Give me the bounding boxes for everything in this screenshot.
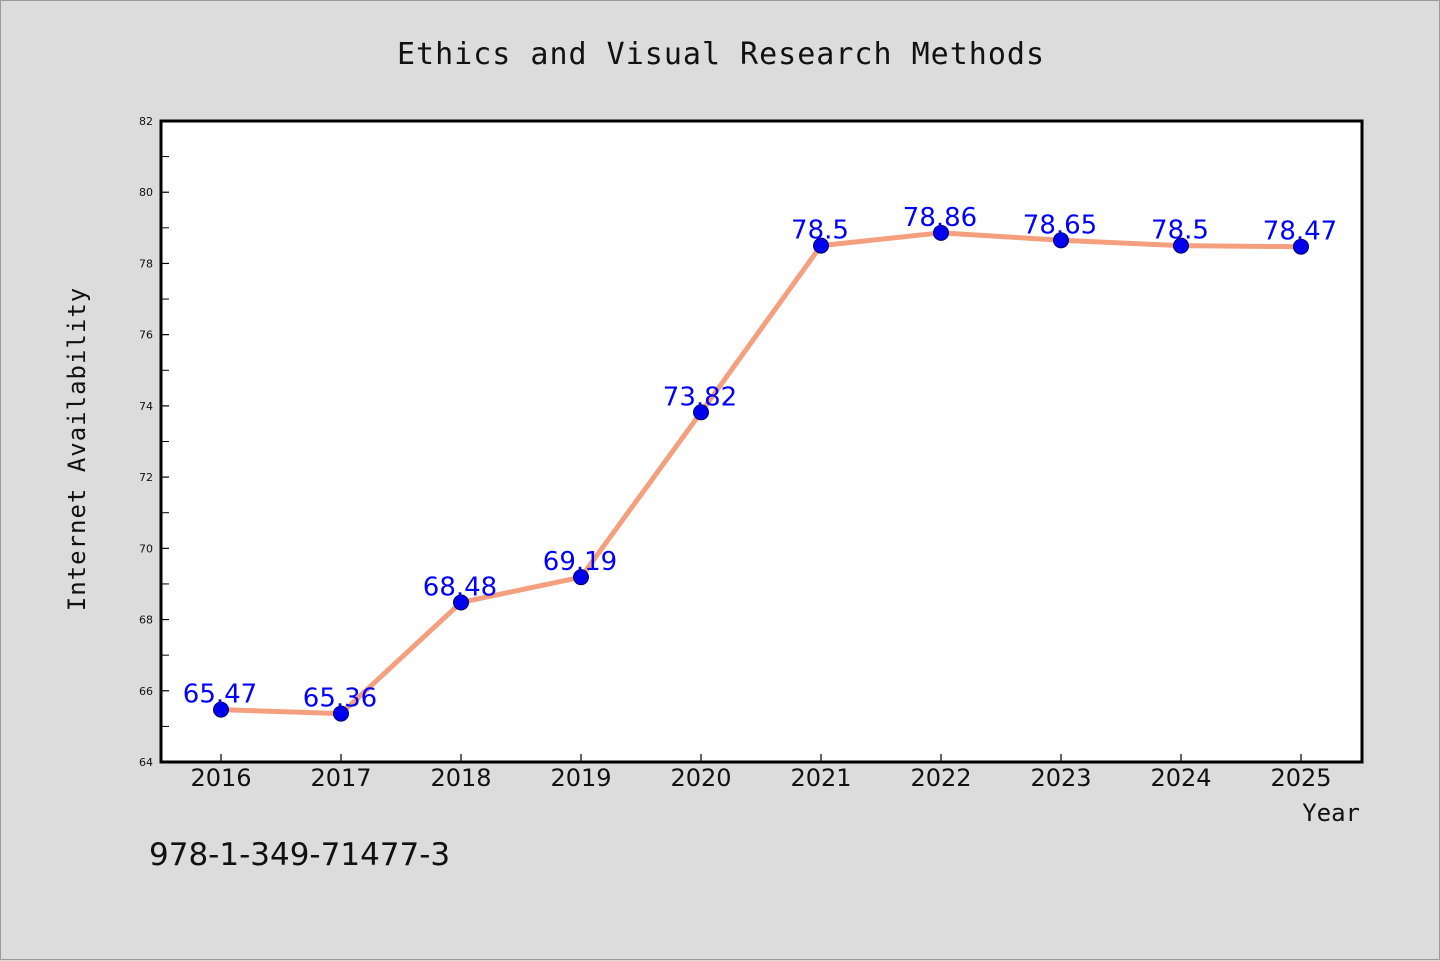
x-tick-label: 2017	[310, 764, 371, 792]
data-point	[1293, 238, 1309, 255]
data-label: 78.5	[791, 216, 849, 246]
chart-title: Ethics and Visual Research Methods	[397, 37, 1045, 72]
y-axis-ticks: 64 66 68 70 72 74 76 78 80 82	[139, 115, 169, 769]
data-point	[933, 224, 949, 241]
y-tick-label: 74	[139, 400, 153, 413]
data-label: 78.65	[1023, 210, 1097, 240]
x-tick-label: 2020	[670, 764, 731, 792]
y-tick-label: 66	[139, 685, 153, 698]
series-line-group	[218, 230, 1304, 717]
data-label: 69.19	[543, 547, 617, 577]
y-tick-label: 64	[139, 756, 153, 769]
series-line	[218, 230, 1304, 717]
plot-area	[161, 121, 1362, 762]
data-label: 68.48	[423, 572, 497, 602]
data-point	[1173, 237, 1189, 254]
x-tick-label: 2019	[550, 764, 611, 792]
x-axis-label: Year	[1302, 799, 1360, 827]
x-axis-ticks: 2016 2017 2018 2019 2020 2021 2022 2023 2024 2025	[190, 754, 1332, 792]
x-tick-label: 2018	[430, 764, 491, 792]
data-label: 73.82	[663, 382, 737, 412]
data-label: 78.86	[903, 203, 977, 233]
y-tick-label: 70	[139, 542, 153, 555]
data-label: 65.36	[303, 684, 377, 714]
y-tick-label: 82	[139, 115, 153, 128]
data-point	[1053, 232, 1069, 249]
data-point	[693, 404, 709, 421]
y-tick-label: 68	[139, 614, 153, 627]
x-tick-label: 2024	[1150, 764, 1211, 792]
data-point	[813, 237, 829, 254]
series-markers	[213, 224, 1309, 722]
data-label: 65.47	[183, 680, 257, 710]
x-tick-label: 2025	[1270, 764, 1331, 792]
data-labels: 65.47 65.36 68.48 69.19 73.82 78.5 78.86 78.65 7…	[183, 203, 1337, 714]
x-tick-label: 2016	[190, 764, 251, 792]
isbn-text: 978-1-349-71477-3	[149, 837, 450, 873]
data-label: 78.47	[1263, 217, 1337, 247]
data-point	[573, 569, 589, 586]
plot-border	[159, 119, 1364, 764]
x-tick-label: 2023	[1030, 764, 1091, 792]
y-tick-label: 78	[139, 257, 153, 270]
y-axis-label: Internet Availability	[63, 287, 91, 611]
data-point	[213, 701, 229, 718]
y-tick-label: 76	[139, 329, 153, 342]
data-point	[333, 705, 349, 722]
data-point	[453, 594, 469, 611]
data-label: 78.5	[1151, 216, 1209, 246]
y-tick-label: 80	[139, 186, 153, 199]
x-tick-label: 2021	[790, 764, 851, 792]
y-tick-label: 72	[139, 471, 153, 484]
x-tick-label: 2022	[910, 764, 971, 792]
